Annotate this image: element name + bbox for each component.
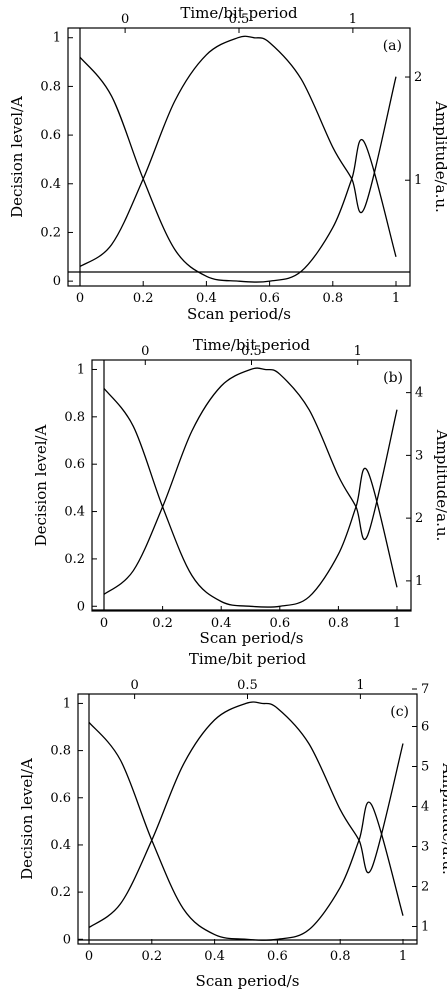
chart-panel-1: 0 0.2 0.4 0.6 0.8 1 0 0.2 0.4 0.6 0.8 1 0 0.5 1 1 2 Time/… bbox=[8, 4, 447, 323]
y-tick-label: 0 bbox=[53, 274, 61, 289]
x-tick-label: 0.2 bbox=[133, 291, 154, 306]
top-tick-label: 0 bbox=[141, 344, 149, 359]
top-tick-label: 1 bbox=[349, 12, 357, 27]
y-tick-label: 1 bbox=[53, 31, 61, 46]
top-axis-title: Time/bit period bbox=[189, 650, 307, 668]
right-tick-label: 3 bbox=[421, 840, 429, 855]
y-tick-label: 0.8 bbox=[50, 744, 71, 759]
top-tick-label: 0 bbox=[121, 12, 129, 27]
chart-panel-2: 0 0.2 0.4 0.6 0.8 1 0 0.2 0.4 0.6 0.8 1 0 0.5 1 1 2 3 4 Tim… bbox=[32, 336, 447, 647]
top-tick-label: 1 bbox=[356, 678, 364, 693]
x-tick-label: 0 bbox=[76, 291, 84, 306]
y-tick-label: 0.4 bbox=[40, 177, 61, 192]
x-axis-title: Scan period/s bbox=[187, 305, 291, 323]
right-tick-label: 3 bbox=[415, 448, 423, 463]
right-axis-title: Amplitude/a.u. bbox=[433, 429, 447, 542]
right-tick-label: 1 bbox=[421, 920, 429, 935]
y-tick-label: 0 bbox=[63, 932, 71, 947]
x-tick-label: 0.4 bbox=[196, 291, 217, 306]
y-axis-title: Decision level/A bbox=[32, 424, 50, 546]
x-tick-label: 0 bbox=[100, 616, 108, 631]
plot-frame bbox=[67, 27, 411, 287]
y-tick-label: 0.2 bbox=[40, 225, 61, 240]
x-tick-label: 1 bbox=[393, 616, 401, 631]
x-tick-label: 0.8 bbox=[328, 616, 349, 631]
y-tick-label: 0.8 bbox=[64, 410, 85, 425]
top-tick-label: 0.5 bbox=[229, 12, 250, 27]
right-tick-label: 2 bbox=[421, 880, 429, 895]
y-tick-label: 0.6 bbox=[64, 457, 85, 472]
x-tick-label: 0.6 bbox=[267, 949, 288, 964]
right-tick-label: 1 bbox=[415, 574, 423, 589]
top-tick-label: 0.5 bbox=[237, 678, 258, 693]
x-tick-label: 1 bbox=[392, 291, 400, 306]
panel-label: (c) bbox=[390, 704, 409, 720]
y-axis-title: Decision level/A bbox=[8, 96, 26, 218]
y-tick-label: 0 bbox=[77, 599, 85, 614]
series-line-2 bbox=[79, 56, 397, 283]
x-axis-title: Scan period/s bbox=[200, 629, 304, 647]
right-tick-label: 2 bbox=[414, 70, 422, 85]
right-axis-title: Amplitude/a.u. bbox=[432, 100, 447, 213]
y-tick-label: 0.4 bbox=[64, 505, 85, 520]
x-tick-label: 0.6 bbox=[259, 291, 280, 306]
x-tick-label: 0.4 bbox=[211, 616, 232, 631]
right-tick-label: 4 bbox=[421, 800, 429, 815]
x-tick-label: 0.2 bbox=[141, 949, 162, 964]
top-tick-label: 0 bbox=[130, 678, 138, 693]
series-line-1 bbox=[88, 701, 404, 929]
series-line-2 bbox=[88, 721, 404, 941]
x-tick-label: 0.4 bbox=[204, 949, 225, 964]
right-tick-label: 4 bbox=[415, 386, 423, 401]
series-line-1 bbox=[103, 367, 398, 595]
right-tick-label: 6 bbox=[421, 720, 429, 735]
panel-label: (a) bbox=[383, 38, 402, 54]
y-tick-label: 0.6 bbox=[40, 128, 61, 143]
right-tick-label: 2 bbox=[415, 511, 423, 526]
x-tick-label: 0.8 bbox=[322, 291, 343, 306]
series-line-1 bbox=[79, 35, 397, 268]
top-axis-title: Time/bit period bbox=[193, 336, 311, 354]
x-axis-title: Scan period/s bbox=[196, 972, 300, 990]
chart-panel-3: 0 0.2 0.4 0.6 0.8 100.20.40.60.810 0.5 11234567… bbox=[18, 650, 447, 990]
x-tick-label: 0.2 bbox=[152, 616, 173, 631]
y-axis-title: Decision level/A bbox=[18, 758, 36, 880]
y-tick-label: 0.4 bbox=[50, 838, 71, 853]
y-tick-label: 0.2 bbox=[64, 552, 85, 567]
right-axis-title: Amplitude/a.u. bbox=[439, 762, 447, 875]
top-tick-label: 0.5 bbox=[241, 344, 262, 359]
y-tick-label: 0.6 bbox=[50, 791, 71, 806]
y-tick-label: 1 bbox=[63, 696, 71, 711]
x-tick-label: 0.6 bbox=[269, 616, 290, 631]
y-tick-label: 0.2 bbox=[50, 885, 71, 900]
x-tick-label: 0 bbox=[85, 949, 93, 964]
right-tick-label: 5 bbox=[421, 760, 429, 775]
right-tick-label: 7 bbox=[421, 682, 429, 697]
plot-frame bbox=[91, 359, 412, 612]
y-tick-label: 0.8 bbox=[40, 79, 61, 94]
top-tick-label: 1 bbox=[354, 344, 362, 359]
panel-label: (b) bbox=[383, 370, 403, 386]
plot-frame bbox=[77, 693, 418, 945]
x-tick-label: 0.8 bbox=[330, 949, 351, 964]
series-line-2 bbox=[103, 387, 398, 608]
top-axis-title: Time/bit period bbox=[180, 4, 298, 22]
right-tick-label: 1 bbox=[414, 173, 422, 188]
y-tick-label: 1 bbox=[77, 362, 85, 377]
x-tick-label: 1 bbox=[399, 949, 407, 964]
